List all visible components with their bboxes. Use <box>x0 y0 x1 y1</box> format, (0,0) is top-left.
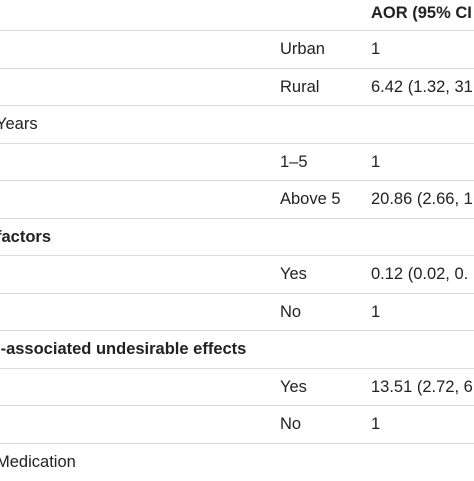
table-row: No 1 <box>0 406 474 444</box>
header-aor: AOR (95% CI <box>371 0 472 26</box>
row-label: factors <box>0 219 51 256</box>
row-category: No <box>280 406 301 443</box>
row-category: Yes <box>280 369 307 406</box>
row-aor: 1 <box>371 294 380 331</box>
row-category: Yes <box>280 256 307 293</box>
row-aor: 1 <box>371 144 380 181</box>
table-row: No 1 <box>0 294 474 332</box>
table-row: factors <box>0 219 474 257</box>
row-category: No <box>280 294 301 331</box>
row-aor: 1 <box>371 31 380 68</box>
row-aor: 13.51 (2.72, 6 <box>371 369 473 406</box>
row-category: Above 5 <box>280 181 341 218</box>
row-label: Medication <box>0 444 76 481</box>
table-row: Rural 6.42 (1.32, 31 <box>0 69 474 107</box>
row-label: l-associated undesirable effects <box>0 331 246 368</box>
row-category: Rural <box>280 69 319 106</box>
row-aor: 6.42 (1.32, 31 <box>371 69 473 106</box>
table-row: l-associated undesirable effects <box>0 331 474 369</box>
row-label: Years <box>0 106 38 143</box>
row-category: Urban <box>280 31 325 68</box>
row-aor: 1 <box>371 406 380 443</box>
table-row: Years <box>0 106 474 144</box>
table-row: Yes 0.12 (0.02, 0. <box>0 256 474 294</box>
table-row: Above 5 20.86 (2.66, 1 <box>0 181 474 219</box>
table-header: AOR (95% CI <box>0 0 474 31</box>
row-aor: 0.12 (0.02, 0. <box>371 256 468 293</box>
table-row: Yes 13.51 (2.72, 6 <box>0 369 474 407</box>
row-category: 1–5 <box>280 144 308 181</box>
table-row: Medication <box>0 444 474 481</box>
table-row: Urban 1 <box>0 31 474 69</box>
table-row: 1–5 1 <box>0 144 474 182</box>
row-aor: 20.86 (2.66, 1 <box>371 181 473 218</box>
